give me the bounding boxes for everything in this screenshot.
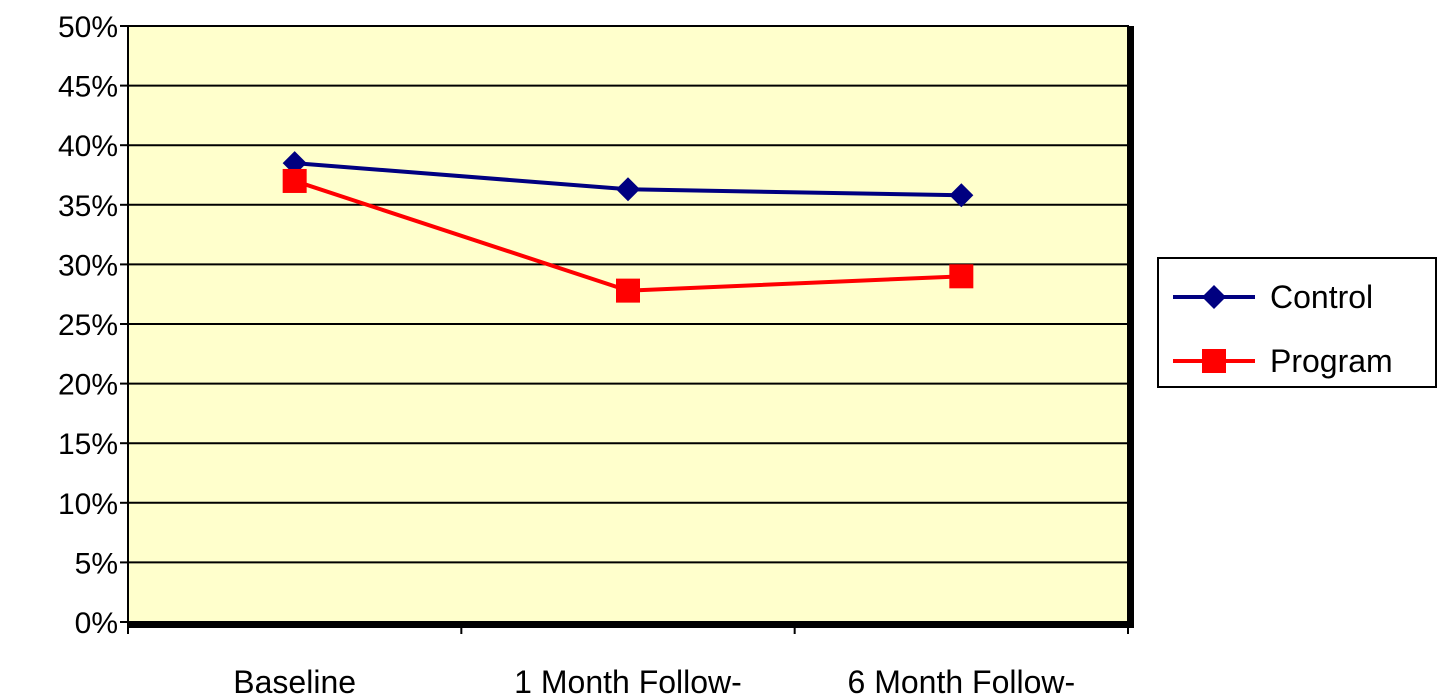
y-axis-tick-labels: 0% 5% 10% 15% 20% 25% 30% 35% 40% 45% 50% xyxy=(58,11,128,640)
data-point-program xyxy=(949,264,974,289)
data-point-control xyxy=(949,183,974,208)
data-point-program xyxy=(282,168,307,193)
y-tick-label: 40% xyxy=(58,130,118,163)
legend-label-control: Control xyxy=(1270,279,1373,315)
legend-label-program: Program xyxy=(1270,343,1393,379)
x-category-label: 6 Month Follow- xyxy=(848,664,1076,698)
y-tick-label: 0% xyxy=(75,607,118,640)
data-point-control xyxy=(616,177,640,202)
x-axis-ticks: Baseline 1 Month Follow- 6 Month Follow- xyxy=(127,622,1129,698)
data-point-program xyxy=(616,278,640,303)
legend-marker-control xyxy=(1202,285,1226,309)
legend: Control Program xyxy=(1157,257,1437,388)
y-tick-label: 25% xyxy=(58,309,118,342)
x-category-label: 1 Month Follow- xyxy=(514,664,742,698)
series-group xyxy=(282,151,974,303)
y-tick-label: 35% xyxy=(58,190,118,223)
legend-marker-program xyxy=(1202,349,1226,373)
y-tick-label: 10% xyxy=(58,488,118,521)
x-category-label: Baseline xyxy=(233,664,356,698)
y-tick-label: 45% xyxy=(58,71,118,104)
y-tick-label: 50% xyxy=(58,11,118,44)
y-tick-label: 15% xyxy=(58,428,118,461)
y-tick-label: 20% xyxy=(58,369,118,402)
y-tick-label: 5% xyxy=(75,547,118,580)
y-tick-label: 30% xyxy=(58,249,118,282)
